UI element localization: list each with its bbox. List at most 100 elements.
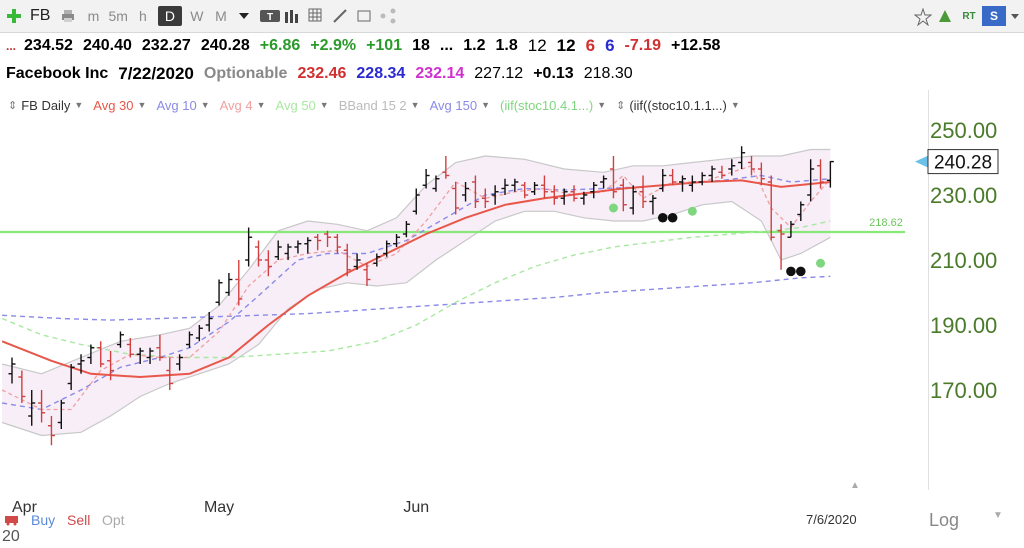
cart-icon[interactable] xyxy=(4,512,20,526)
legend-item[interactable]: Avg 150 ▼ xyxy=(430,98,490,113)
avg30-line xyxy=(1,179,831,379)
x-axis: Apr May Jun xyxy=(12,499,429,516)
signal-dot-black xyxy=(786,266,796,277)
ohlc-bar xyxy=(757,162,765,186)
ohlc-bar xyxy=(107,351,115,381)
rt-label[interactable]: RT xyxy=(962,10,976,22)
ohlc-bar xyxy=(28,390,36,426)
ohlc-bar xyxy=(511,178,519,192)
ohlc-bar xyxy=(156,334,164,361)
ohlc-bar xyxy=(383,240,391,257)
signal-dot-black xyxy=(667,212,678,223)
ohlc-bar xyxy=(97,341,105,368)
quote-prefix: ... xyxy=(6,39,17,53)
legend-item[interactable]: (iif(stoc10.4.1...) ▼ xyxy=(500,98,606,113)
ohlc-bar xyxy=(629,185,637,215)
legend-item[interactable]: ⇕ (iif((stoc10.1.1...) ▼ xyxy=(616,97,740,113)
ohlc-bar xyxy=(195,325,203,342)
ohlc-bar xyxy=(570,185,578,202)
y-tick-label: 230.00 xyxy=(930,183,997,208)
ohlc-bar xyxy=(87,344,95,364)
scroll-down-icon[interactable]: ▼ xyxy=(993,510,1003,521)
add-icon[interactable] xyxy=(6,8,22,24)
ohlc-bar xyxy=(748,156,755,176)
signal-dot-green xyxy=(608,203,618,213)
note-icon[interactable] xyxy=(356,8,372,24)
ohlc-bar xyxy=(255,240,262,267)
legend-item[interactable]: Avg 10 ▼ xyxy=(156,98,209,113)
legend-item[interactable]: ⇕ FB Daily ▼ xyxy=(8,97,84,113)
ohlc-bar xyxy=(215,279,223,306)
bband-lower-line xyxy=(1,200,831,437)
dropdown-icon[interactable] xyxy=(236,8,252,24)
ohlc-bar xyxy=(718,165,726,179)
y-tick-label: 210.00 xyxy=(930,248,997,273)
signal-dot-green xyxy=(687,206,697,216)
low-value: 232.27 xyxy=(141,37,191,54)
ohlc-bar xyxy=(294,240,302,254)
avg150-line xyxy=(2,275,831,321)
info-value-4: 227.12 xyxy=(474,65,524,82)
interval-mo[interactable]: M xyxy=(215,8,227,24)
chevron-down-icon: ▼ xyxy=(597,100,607,110)
interval-m[interactable]: m xyxy=(87,8,100,24)
printer-icon[interactable] xyxy=(60,8,76,24)
ohlc-bar xyxy=(619,178,627,212)
s-button[interactable]: S xyxy=(982,6,1006,26)
ohlc-bar xyxy=(639,175,647,208)
sell-link[interactable]: Sell xyxy=(67,512,91,528)
y-axis: 170.00 190.00 210.00 230.00 250.00 240.28 xyxy=(915,118,999,403)
interval-h[interactable]: h xyxy=(139,8,147,24)
field-6: 12 xyxy=(527,36,547,55)
y-tick-label: 250.00 xyxy=(930,118,997,143)
ohlc-bar xyxy=(501,178,509,195)
legend-item[interactable]: Avg 4 ▼ xyxy=(220,98,266,113)
symbol-label[interactable]: FB xyxy=(30,7,51,24)
ohlc-bar xyxy=(324,230,332,247)
grid-add-icon[interactable] xyxy=(308,8,324,24)
ohlc-bar xyxy=(826,160,834,188)
opt-link[interactable]: Opt xyxy=(102,512,125,528)
legend-item[interactable]: Avg 50 ▼ xyxy=(276,98,329,113)
high-value: 240.40 xyxy=(82,37,132,54)
ohlc-bar xyxy=(777,224,785,270)
chevron-down-icon: ▼ xyxy=(319,100,329,110)
bar-chart-icon[interactable] xyxy=(284,8,300,24)
ohlc-bar xyxy=(550,185,558,205)
ohlc-bar xyxy=(767,175,775,241)
ohlc-bar xyxy=(38,390,46,423)
interval-d[interactable]: D xyxy=(157,6,182,26)
chevron-down-icon: ▼ xyxy=(137,100,147,110)
chevron-down-icon[interactable] xyxy=(1010,8,1020,24)
change-value: +6.86 xyxy=(259,37,301,54)
ohlc-bar xyxy=(738,146,746,169)
field-7: 12 xyxy=(556,36,576,55)
buy-link[interactable]: Buy xyxy=(31,512,56,528)
ohlc-bar xyxy=(235,260,243,306)
avg50-line xyxy=(1,220,831,359)
close-value: 240.28 xyxy=(200,37,250,54)
star-icon[interactable] xyxy=(913,7,933,27)
horizontal-line: 218.62 xyxy=(0,217,905,234)
ohlc-bar xyxy=(442,156,450,179)
log-toggle[interactable]: Log xyxy=(929,510,960,530)
text-tool-icon[interactable]: T xyxy=(259,8,280,24)
ohlc-bar xyxy=(807,159,815,202)
chevron-down-icon: ▼ xyxy=(200,100,210,110)
open-value: 234.52 xyxy=(24,37,73,54)
alert-icon[interactable] xyxy=(938,8,952,24)
legend-item[interactable]: BBand 15 2 ▼ xyxy=(339,98,420,113)
ohlc-bar xyxy=(18,370,26,403)
interval-w[interactable]: W xyxy=(190,8,204,24)
ohlc-bar xyxy=(47,416,55,446)
pencil-icon[interactable] xyxy=(332,8,348,24)
share-icon[interactable] xyxy=(380,8,396,24)
chevron-down-icon: ▼ xyxy=(256,100,266,110)
ohlc-bar xyxy=(185,331,193,348)
legend-label: BBand 15 2 xyxy=(338,97,407,113)
legend-item[interactable]: Avg 30 ▼ xyxy=(93,98,146,113)
scroll-up-icon[interactable]: ▲ xyxy=(850,480,860,491)
ohlc-bar xyxy=(146,347,154,364)
interval-5m[interactable]: 5m xyxy=(108,8,128,24)
